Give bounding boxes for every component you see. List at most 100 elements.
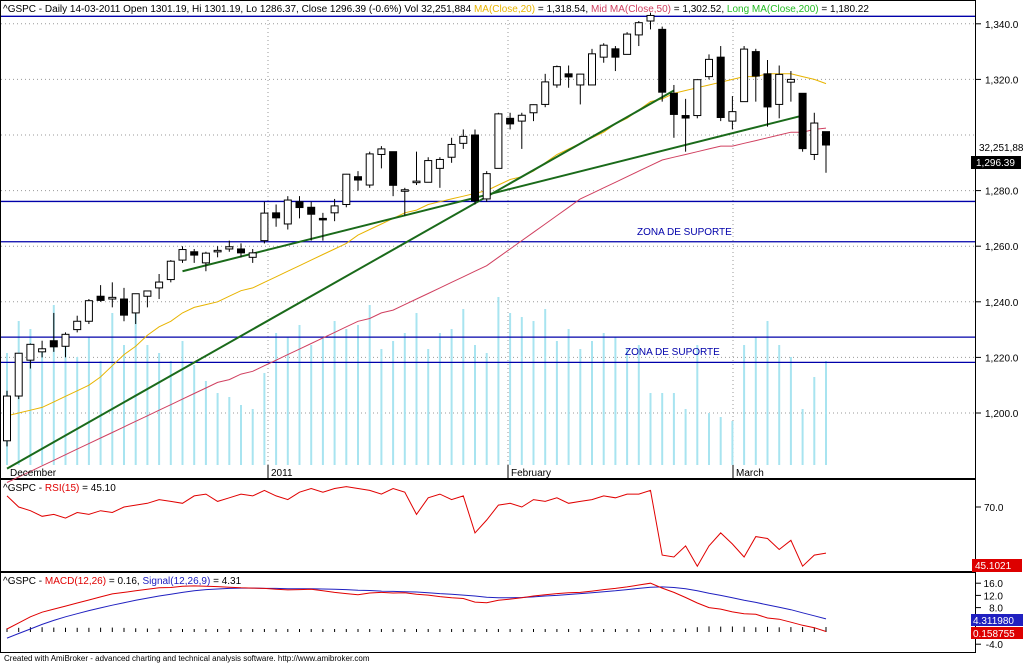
candle-body (763, 73, 772, 108)
candle-body (424, 160, 433, 183)
zone-label-lower: ZONA DE SUPORTE (625, 347, 720, 358)
candle-body (517, 114, 526, 122)
candle-body (786, 78, 795, 83)
candle-body (73, 320, 82, 331)
candle-body (283, 199, 292, 225)
candle-body (623, 33, 632, 55)
candle-body (248, 252, 257, 258)
candle-body (459, 135, 468, 144)
candle-body (213, 249, 222, 253)
ma50-line (6, 127, 827, 483)
price-header: ^GSPC - Daily 14-03-2011 Open 1301.19, H… (3, 4, 869, 15)
candle-body (494, 113, 503, 169)
candle-body (49, 340, 58, 348)
candle-body (131, 293, 140, 314)
candle-body (798, 92, 807, 150)
macd-tick-label: 8.0 (989, 604, 1003, 615)
candle-body (681, 115, 690, 119)
x-label-2011: 2011 (271, 468, 293, 479)
candle-body (330, 205, 339, 214)
candle-body (178, 249, 187, 261)
rsi-tick-70: 70.0 (984, 503, 1004, 514)
signal-value: 4.311980 (973, 616, 1014, 627)
macd-value-box (971, 627, 1023, 639)
candle-body (716, 56, 725, 118)
candle-body (740, 48, 749, 103)
candle-body (96, 295, 105, 301)
candle-body (728, 111, 737, 122)
candle-body (471, 134, 479, 202)
price-tick-label: 1,260.0 (985, 242, 1019, 253)
macd-tick-label: 12.0 (984, 591, 1004, 602)
price-header-part: Mid MA(Close,50) (591, 4, 671, 15)
rsi-header-part: ^GSPC - (3, 483, 45, 494)
candle-body (541, 81, 550, 105)
candle-body (365, 153, 374, 186)
trendline (182, 114, 803, 273)
candle-body (166, 260, 175, 281)
rsi-value-box (972, 559, 1022, 572)
candle-body (237, 248, 245, 254)
rsi-header: ^GSPC - RSI(15) = 45.10 (3, 483, 116, 494)
candle-body (400, 189, 409, 192)
candle-body (108, 296, 117, 300)
price-header-part: = 1,302.52, (671, 4, 727, 15)
candle-body (482, 173, 491, 200)
ma20-line (6, 73, 827, 417)
candle-body (751, 51, 760, 77)
candle-body (61, 333, 70, 347)
price-header-part: ^GSPC - Daily 14-03-2011 Open 1301.19, H… (3, 4, 474, 15)
rsi-header-part: RSI(15) (45, 483, 79, 494)
candle-body (295, 201, 304, 209)
candle-body (634, 22, 643, 36)
rsi-panel-frame (0, 479, 976, 572)
price-tick-label: 1,320.0 (985, 75, 1019, 86)
macd-tick-label: -4.0 (986, 640, 1004, 651)
price-tick-label: 1,220.0 (985, 353, 1019, 364)
footer-credit: Created with AmiBroker - advanced charti… (4, 654, 370, 663)
close-value: 1,296.39 (976, 158, 1015, 169)
price-tick-label: 1,240.0 (985, 298, 1019, 309)
price-axis: 1,360.01,340.01,320.01,280.01,260.01,240… (975, 20, 1019, 420)
candle-body (190, 251, 199, 256)
volume-value: 32,251,88 (979, 143, 1024, 154)
macd-value: 0.158755 (973, 629, 1015, 640)
candle-body (14, 352, 23, 397)
volume-bars (6, 297, 827, 465)
price-panel-frame (0, 0, 976, 479)
candle-body (552, 66, 561, 86)
candle-body (646, 14, 655, 22)
rsi-line (6, 486, 827, 568)
price-tick-label: 1,340.0 (985, 20, 1019, 31)
candle-body (576, 73, 585, 86)
close-value-box (971, 156, 1021, 169)
candle-body (3, 395, 11, 442)
candle-body (669, 92, 678, 115)
candle-body (201, 252, 210, 264)
price-header-part: = 1,318.54, (535, 4, 591, 15)
macd-header-part: = 0.16, (106, 576, 142, 587)
candle-body (611, 48, 620, 58)
candle-body (38, 348, 47, 353)
rsi-header-part: = 45.10 (79, 483, 116, 494)
candle-body (318, 217, 327, 221)
candle-body (412, 180, 421, 184)
x-label-february: February (511, 468, 551, 479)
candle-body (447, 143, 456, 158)
trendline (6, 89, 675, 470)
candle-body (693, 79, 702, 117)
trendlines (6, 89, 803, 470)
candle-body (810, 122, 819, 155)
candle-body (272, 212, 281, 219)
candle-body (599, 44, 608, 58)
macd-series (6, 582, 827, 639)
macd-tick-label: 16.0 (984, 579, 1004, 590)
candle-body (307, 206, 316, 215)
candle-body (225, 246, 234, 250)
candle-body (389, 151, 398, 186)
price-tick-label: 1,280.0 (985, 187, 1019, 198)
candle-body (658, 28, 667, 93)
rsi-value: 45.1021 (975, 561, 1012, 572)
macd-header-part: = 4.31 (210, 576, 241, 587)
